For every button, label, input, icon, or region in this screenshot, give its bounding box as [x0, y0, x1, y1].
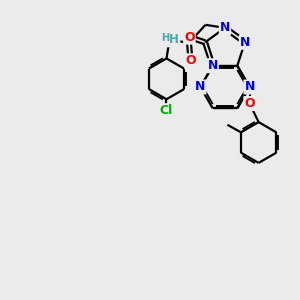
Text: N: N	[195, 80, 206, 94]
Text: N: N	[244, 80, 255, 94]
Text: O: O	[244, 97, 255, 110]
Text: O: O	[184, 31, 195, 44]
Text: N: N	[208, 59, 218, 72]
Text: N: N	[240, 36, 250, 49]
Text: Cl: Cl	[160, 104, 173, 117]
Text: N: N	[220, 21, 230, 34]
Text: H: H	[161, 33, 169, 43]
Text: NH: NH	[160, 33, 179, 46]
Text: O: O	[185, 54, 196, 67]
